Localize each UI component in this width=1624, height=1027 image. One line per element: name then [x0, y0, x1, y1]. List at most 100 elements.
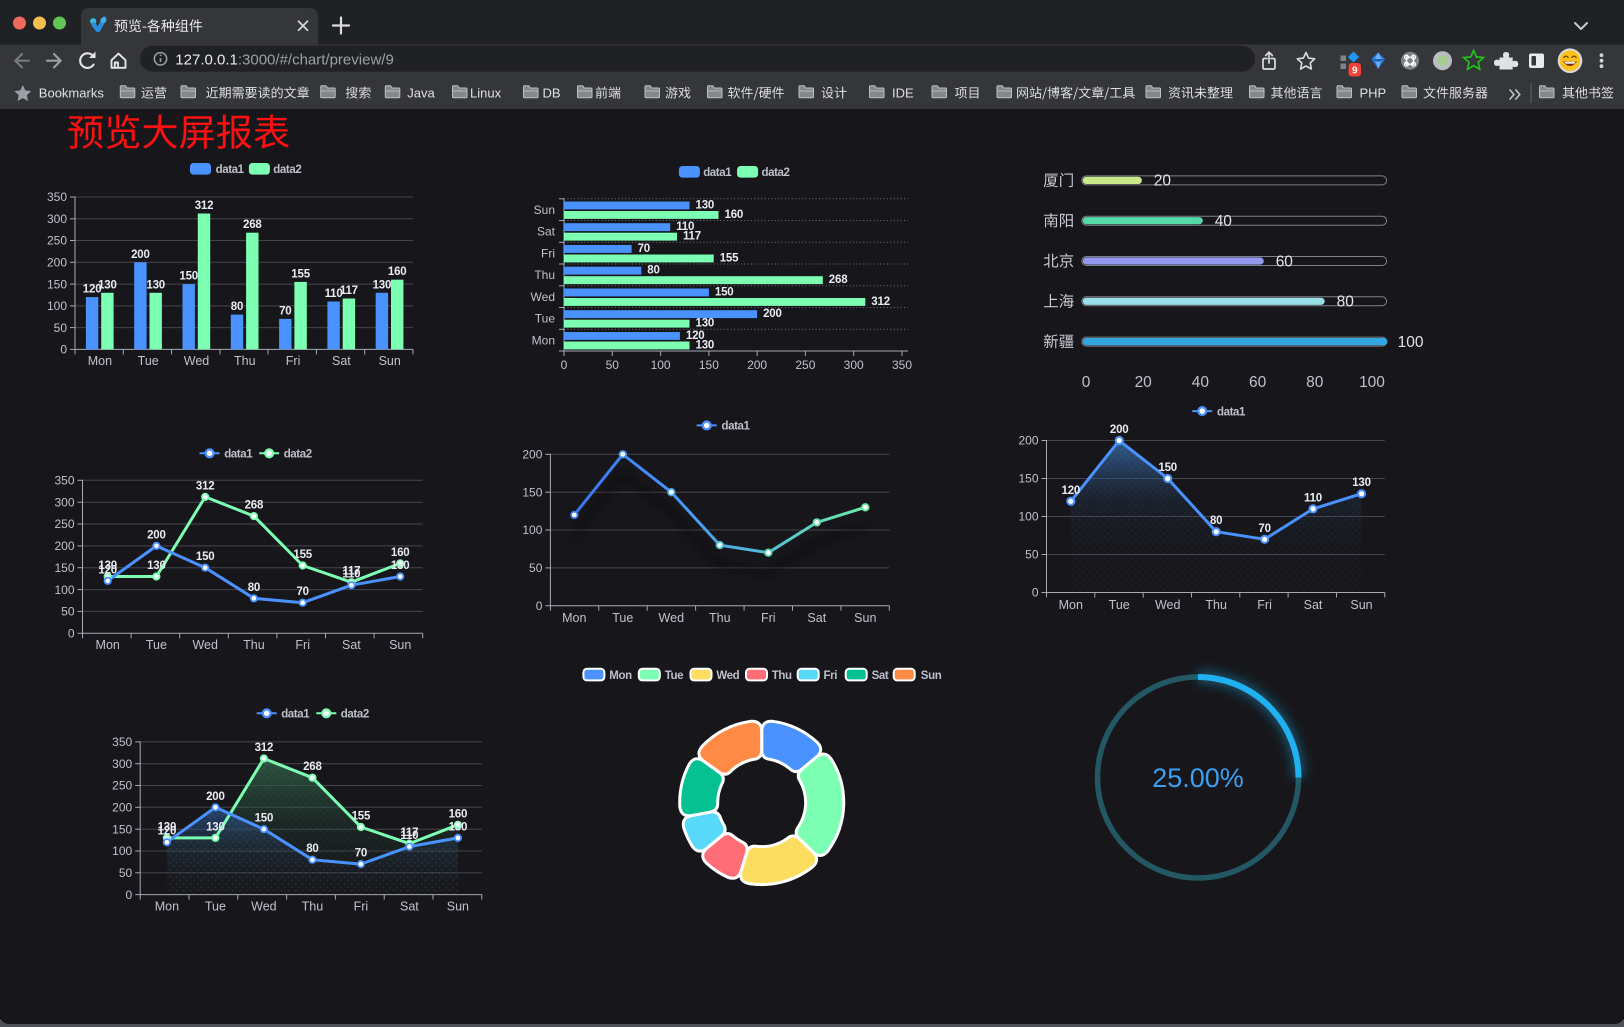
svg-text:117: 117 — [340, 285, 358, 297]
svg-text:Mon: Mon — [532, 333, 555, 347]
svg-text:117: 117 — [400, 827, 418, 839]
svg-text:100: 100 — [1018, 510, 1038, 524]
svg-text:100: 100 — [1359, 374, 1385, 391]
svg-text:110: 110 — [400, 830, 418, 842]
svg-text:130: 130 — [146, 279, 165, 291]
svg-text:130: 130 — [449, 821, 468, 833]
svg-text:268: 268 — [245, 500, 264, 512]
svg-text:Fri: Fri — [761, 611, 776, 625]
svg-text:130: 130 — [696, 340, 715, 352]
svg-text:200: 200 — [763, 308, 782, 320]
svg-text:300: 300 — [47, 212, 67, 226]
svg-text:200: 200 — [131, 249, 150, 261]
svg-text:20: 20 — [1154, 173, 1172, 190]
svg-text:data2: data2 — [273, 164, 301, 176]
svg-text:300: 300 — [112, 757, 132, 771]
svg-text:150: 150 — [179, 271, 198, 283]
svg-text:200: 200 — [1018, 434, 1038, 448]
svg-text:Thu: Thu — [1205, 598, 1227, 612]
svg-text:268: 268 — [829, 274, 848, 286]
svg-text:120: 120 — [98, 564, 117, 576]
svg-text:130: 130 — [147, 560, 166, 572]
svg-text:130: 130 — [98, 279, 117, 291]
svg-text:data2: data2 — [341, 709, 369, 721]
svg-text:268: 268 — [303, 761, 322, 773]
svg-text:Bookmarks: Bookmarks — [39, 86, 105, 101]
svg-text:Sat: Sat — [537, 225, 556, 239]
svg-text:80: 80 — [1306, 374, 1324, 391]
svg-text:Sun: Sun — [447, 900, 469, 914]
svg-text:130: 130 — [98, 560, 117, 572]
svg-text:150: 150 — [699, 358, 719, 372]
svg-text:155: 155 — [293, 549, 312, 561]
svg-text:160: 160 — [391, 547, 410, 559]
svg-text:0: 0 — [561, 358, 568, 372]
svg-text:312: 312 — [871, 296, 890, 308]
svg-text:0: 0 — [68, 627, 75, 641]
svg-text:Wed: Wed — [184, 354, 210, 368]
svg-text:Sat: Sat — [807, 611, 826, 625]
svg-text:Mon: Mon — [609, 670, 632, 682]
svg-text:data1: data1 — [224, 449, 253, 461]
svg-text:50: 50 — [1025, 548, 1039, 562]
svg-text:150: 150 — [54, 561, 74, 575]
svg-text:350: 350 — [892, 358, 912, 372]
svg-text:312: 312 — [196, 480, 215, 492]
svg-text:250: 250 — [47, 234, 67, 248]
svg-text:80: 80 — [647, 265, 659, 277]
svg-text:Sat: Sat — [1304, 598, 1323, 612]
svg-text:50: 50 — [61, 605, 75, 619]
svg-text:40: 40 — [1192, 374, 1210, 391]
svg-text:200: 200 — [522, 448, 542, 462]
svg-text:110: 110 — [1304, 492, 1322, 504]
svg-text:200: 200 — [747, 358, 767, 372]
svg-text:Mon: Mon — [96, 638, 120, 652]
svg-text:Mon: Mon — [562, 611, 586, 625]
svg-text:data1: data1 — [703, 167, 732, 179]
svg-text:117: 117 — [342, 566, 360, 578]
svg-text:0: 0 — [536, 599, 543, 613]
svg-text:40: 40 — [1215, 213, 1233, 230]
svg-text:Sat: Sat — [400, 900, 419, 914]
svg-text:0: 0 — [60, 343, 67, 357]
svg-text:100: 100 — [1398, 334, 1424, 351]
svg-text:70: 70 — [296, 586, 308, 598]
svg-text:70: 70 — [279, 305, 291, 317]
svg-text:data1: data1 — [281, 709, 310, 721]
svg-text:100: 100 — [54, 583, 74, 597]
svg-text:25.00%: 25.00% — [1152, 763, 1244, 793]
svg-text:120: 120 — [686, 330, 705, 342]
svg-text:Linux: Linux — [470, 86, 502, 101]
svg-text:130: 130 — [391, 560, 410, 572]
svg-text:50: 50 — [54, 321, 68, 335]
svg-text:150: 150 — [255, 813, 274, 825]
svg-text:160: 160 — [388, 266, 407, 278]
svg-text:Sat: Sat — [342, 638, 361, 652]
svg-text:350: 350 — [47, 190, 67, 204]
svg-text:IDE: IDE — [892, 86, 914, 101]
svg-text:50: 50 — [606, 358, 620, 372]
svg-text:Thu: Thu — [709, 611, 731, 625]
svg-text:160: 160 — [725, 209, 744, 221]
svg-text:120: 120 — [83, 284, 102, 296]
svg-text:data1: data1 — [1217, 406, 1246, 418]
svg-text:Mon: Mon — [88, 354, 112, 368]
svg-text:data1: data1 — [216, 164, 245, 176]
svg-text:9: 9 — [1352, 66, 1358, 77]
svg-text:Sat: Sat — [872, 670, 889, 682]
svg-text:130: 130 — [696, 200, 715, 212]
svg-text:Mon: Mon — [155, 900, 179, 914]
svg-text:250: 250 — [112, 779, 132, 793]
svg-text:200: 200 — [147, 529, 166, 541]
svg-text:80: 80 — [231, 301, 243, 313]
svg-text:100: 100 — [522, 523, 542, 537]
svg-text:Sat: Sat — [332, 354, 351, 368]
svg-text:Sun: Sun — [921, 670, 942, 682]
svg-text:50: 50 — [529, 561, 543, 575]
svg-text:127.0.0.1:3000/#/chart/preview: 127.0.0.1:3000/#/chart/preview/9 — [175, 51, 393, 68]
svg-text:80: 80 — [1210, 515, 1222, 527]
svg-text:Thu: Thu — [234, 354, 256, 368]
svg-text:20: 20 — [1135, 374, 1153, 391]
svg-text:Sun: Sun — [1350, 598, 1372, 612]
svg-text:Thu: Thu — [534, 268, 555, 282]
